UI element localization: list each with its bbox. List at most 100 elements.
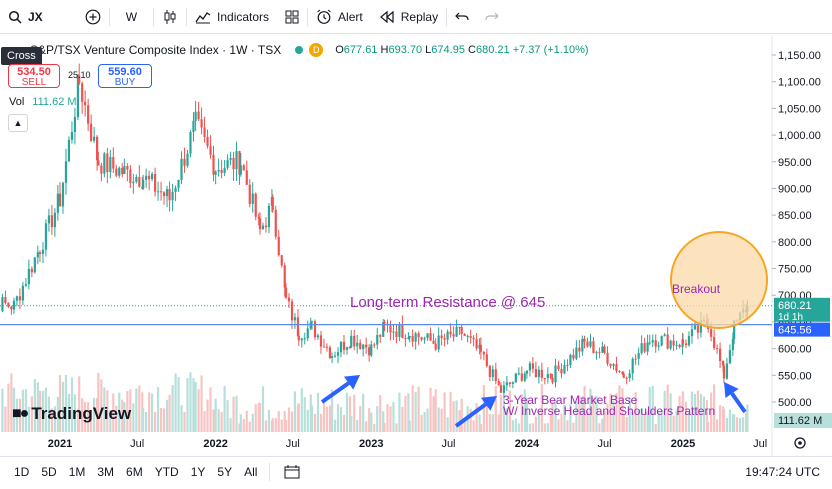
replay-button[interactable]: Replay	[371, 0, 446, 34]
x-tick-label: 2023	[359, 438, 383, 450]
ohlc-values: O677.61 H693.70 L674.95 C680.21 +7.37 (+…	[335, 44, 589, 56]
candle-body	[123, 166, 126, 175]
volume-bar	[581, 396, 584, 432]
sell-price: 534.50	[17, 66, 51, 78]
chart-legend: S&P/TSX Venture Composite Index · 1W · T…	[30, 43, 589, 57]
resistance-annotation: Long-term Resistance @ 645	[350, 294, 545, 311]
alert-button[interactable]: Alert	[308, 0, 371, 34]
volume-bar	[290, 411, 294, 432]
volume-bar	[53, 406, 56, 432]
candle-body	[271, 197, 274, 210]
volume-bar	[106, 390, 109, 432]
volume-bar	[654, 423, 657, 432]
undo-button[interactable]	[447, 0, 477, 34]
candle-body	[725, 363, 729, 379]
x-tick-label: 2022	[203, 438, 227, 450]
volume-bar	[702, 396, 705, 432]
sell-button[interactable]: 534.50 SELL	[8, 64, 60, 88]
candle-body	[592, 341, 595, 354]
volume-bar	[271, 418, 274, 432]
range-button-6m[interactable]: 6M	[126, 465, 143, 479]
volume-bar	[254, 404, 257, 432]
alarm-clock-icon	[317, 9, 331, 24]
candle-body	[440, 335, 443, 339]
chart-pane[interactable]: 500.00550.00600.00650.00700.00750.00800.…	[0, 36, 832, 456]
volume-bar	[728, 409, 732, 432]
candle-body	[505, 382, 508, 386]
volume-bar	[395, 423, 398, 432]
y-tick-label: 600.00	[778, 344, 812, 356]
y-tick-label: 1,050.00	[778, 103, 821, 115]
volume-bar	[705, 400, 708, 432]
candle-body	[460, 327, 463, 335]
volume-bar	[118, 392, 121, 432]
range-button-1d[interactable]: 1D	[14, 465, 30, 479]
candle-body	[203, 127, 206, 137]
volume-bar	[90, 409, 93, 432]
volume-bar	[356, 419, 359, 432]
interval-label: W	[125, 9, 138, 24]
volume-bar	[153, 411, 157, 432]
volume-bar	[232, 396, 235, 432]
volume-bar	[123, 402, 126, 432]
range-button-1y[interactable]: 1Y	[190, 465, 206, 479]
volume-bar	[47, 396, 51, 432]
volume-bar	[651, 386, 654, 432]
compare-button[interactable]	[77, 0, 109, 34]
volume-bar	[162, 408, 166, 432]
volume-bar	[469, 408, 472, 432]
candle-body	[151, 174, 154, 180]
candle-body	[710, 329, 713, 337]
arrow-head-low-shaft	[454, 402, 487, 428]
collapse-legend-button[interactable]: ▲	[8, 114, 28, 132]
range-button-5y[interactable]: 5Y	[217, 465, 233, 479]
range-button-5d[interactable]: 5D	[41, 465, 57, 479]
indicators-button[interactable]: Indicators	[187, 0, 277, 34]
candle-body	[350, 335, 353, 348]
volume-bar	[485, 399, 488, 432]
volume-bar	[183, 411, 186, 432]
volume-bar	[76, 408, 80, 432]
volume-bar	[345, 392, 349, 432]
candle-body	[220, 170, 223, 174]
volume-bar	[392, 402, 395, 432]
candle-body	[90, 123, 93, 141]
volume-bar	[736, 417, 739, 432]
buy-button[interactable]: 559.60 BUY	[98, 64, 152, 88]
base-annotation-line2: W/ Inverse Head and Shoulders Pattern	[503, 404, 715, 418]
range-button-1m[interactable]: 1M	[68, 465, 86, 479]
candle-body	[138, 177, 141, 187]
symbol-search[interactable]: JX	[0, 0, 51, 34]
volume-bar	[64, 375, 68, 432]
range-button-ytd[interactable]: YTD	[154, 465, 179, 479]
volume-bar	[432, 396, 435, 432]
interval-button[interactable]: W	[110, 0, 153, 34]
volume-bar	[159, 408, 163, 432]
utc-clock[interactable]: 19:47:24 UTC	[745, 465, 820, 479]
volume-bar	[359, 405, 362, 432]
y-tick-label: 1,000.00	[778, 130, 821, 142]
volume-bar	[7, 383, 10, 432]
candle-body	[328, 347, 332, 359]
volume-bar	[287, 407, 291, 432]
candle-body	[517, 373, 520, 375]
candle-body	[56, 193, 59, 213]
chart-type-button[interactable]	[154, 0, 186, 34]
candle-body	[398, 323, 401, 337]
candle-body	[58, 193, 62, 207]
volume-bar	[505, 408, 508, 432]
candle-body	[1, 297, 4, 312]
volume-bar	[672, 415, 675, 432]
volume-bar	[742, 417, 745, 432]
volume-bar	[21, 389, 25, 432]
redo-button[interactable]	[477, 0, 507, 34]
range-button-all[interactable]: All	[244, 465, 258, 479]
goto-date-button[interactable]	[276, 455, 308, 489]
layouts-button[interactable]	[277, 0, 307, 34]
candle-body	[546, 373, 549, 379]
candle-body	[192, 120, 195, 133]
range-button-3m[interactable]: 3M	[97, 465, 115, 479]
volume-bar	[499, 395, 503, 432]
price-chart[interactable]: 500.00550.00600.00650.00700.00750.00800.…	[0, 36, 832, 456]
candle-body	[53, 212, 56, 228]
